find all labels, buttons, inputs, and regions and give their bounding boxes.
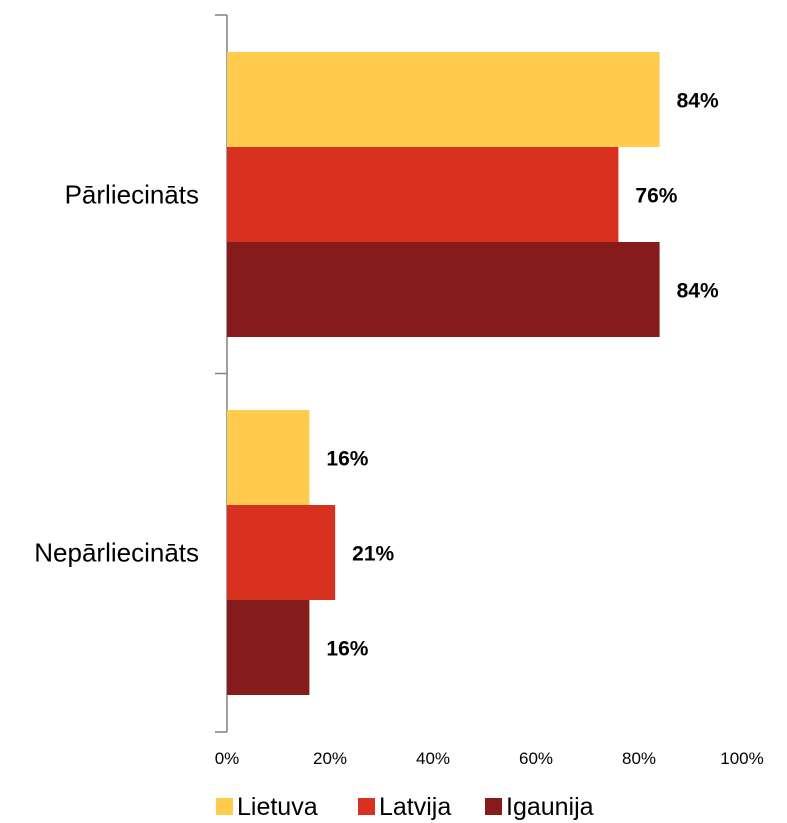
x-tick-label: 80% <box>622 749 656 768</box>
bars-layer <box>227 52 660 695</box>
data-label: 21% <box>352 543 394 566</box>
x-tick-label: 60% <box>519 749 553 768</box>
legend-label: Lietuva <box>237 793 318 821</box>
legend-swatch <box>485 798 502 815</box>
data-label: 84% <box>677 280 719 303</box>
legend-swatch <box>358 798 375 815</box>
bar <box>227 410 309 505</box>
legend-swatch <box>216 798 233 815</box>
x-tick-label: 40% <box>416 749 450 768</box>
x-tick-label: 20% <box>313 749 347 768</box>
legend: Lietuva Latvija Igaunija <box>216 793 594 821</box>
bar <box>227 242 660 337</box>
category-label: Nepārliecināts <box>34 538 199 568</box>
data-label: 84% <box>677 90 719 113</box>
legend-label: Latvija <box>379 793 451 821</box>
data-label: 76% <box>635 185 677 208</box>
data-label: 16% <box>326 448 368 471</box>
bar <box>227 147 618 242</box>
bar <box>227 52 660 147</box>
x-tick-label: 0% <box>215 749 240 768</box>
bar <box>227 600 309 695</box>
legend-label: Igaunija <box>506 793 594 821</box>
category-label: Pārliecināts <box>65 180 199 210</box>
x-tick-label: 100% <box>720 749 763 768</box>
data-label: 16% <box>326 638 368 661</box>
bar <box>227 505 335 600</box>
